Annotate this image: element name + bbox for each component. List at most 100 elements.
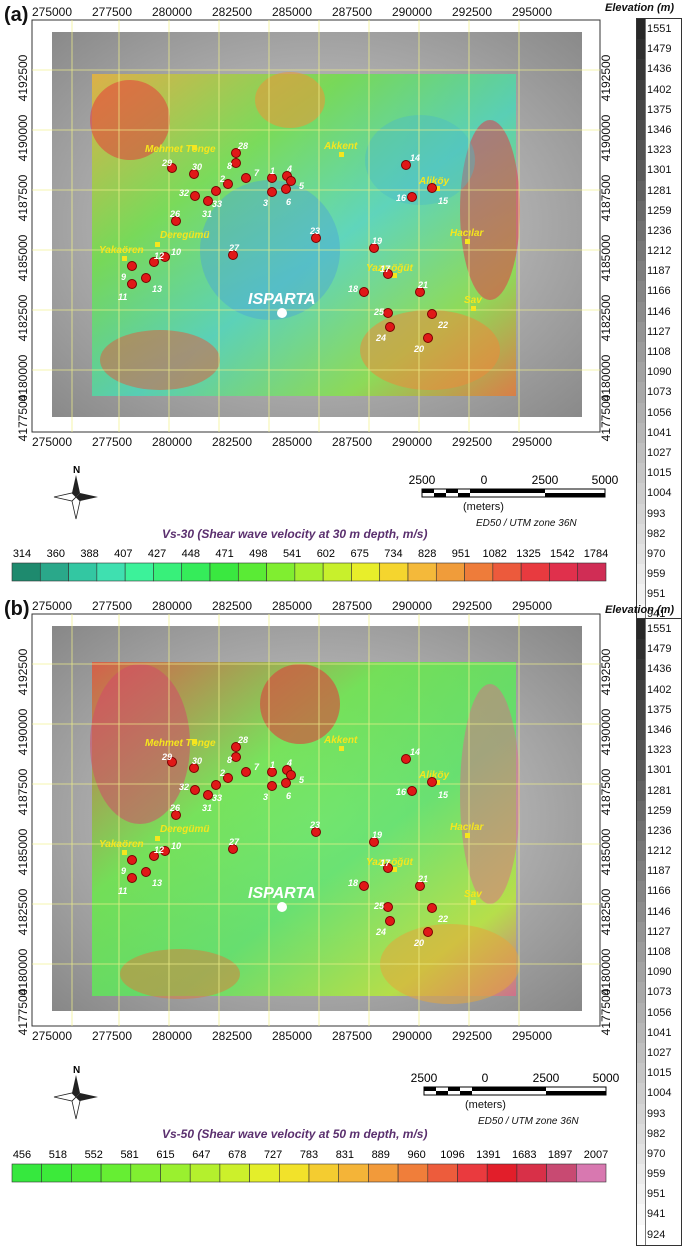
legend-swatch [516, 1163, 547, 1183]
elevation-row: 1090 [637, 362, 681, 383]
y-tick-label: 4192500 [599, 54, 613, 101]
y-tick-label: 4190000 [599, 114, 613, 161]
elevation-label: 1041 [647, 1026, 672, 1039]
legend-swatch [189, 1163, 221, 1183]
elevation-label: 1090 [647, 366, 672, 379]
x-tick-label: 290000 [392, 599, 432, 613]
y-tick-label: 4177500 [16, 988, 30, 1035]
x-tick-label: 275000 [32, 435, 72, 449]
x-tick-label: 282500 [212, 435, 252, 449]
elevation-row: 941 [637, 1204, 681, 1225]
legend-label: 960 [407, 1149, 425, 1161]
y-tick-label: 4180000 [599, 948, 613, 995]
elevation-swatch [637, 59, 646, 80]
site-number: 17 [380, 264, 391, 274]
elevation-label: 1301 [647, 764, 672, 777]
site-number: 16 [396, 787, 407, 797]
high-velocity-zone [260, 664, 340, 744]
legend-swatch [209, 562, 239, 582]
y-tick-label: 4192500 [16, 648, 30, 695]
site-marker [223, 179, 233, 189]
legend-swatch [39, 562, 69, 582]
elevation-row: 1375 [637, 699, 681, 720]
site-marker [171, 216, 181, 226]
x-tick-label: 285000 [272, 435, 312, 449]
site-marker [127, 855, 137, 865]
site-number: 23 [309, 820, 320, 830]
panel-b-label: (b) [4, 598, 30, 620]
legend-label: 471 [215, 548, 233, 560]
elevation-swatch [637, 1022, 646, 1043]
velocity-legend: 314 360 388 407 427 448 471 498 541 602 675 734 828 9… [11, 548, 608, 582]
elevation-label: 1146 [647, 905, 671, 918]
site-number: 21 [417, 280, 428, 290]
y-tick-label: 4190000 [16, 708, 30, 755]
site-number: 26 [169, 803, 181, 813]
elevation-swatch [637, 1224, 646, 1245]
site-marker [189, 763, 199, 773]
site-number: 9 [121, 272, 126, 282]
north-arrow: N [53, 1065, 98, 1120]
elevation-label: 1056 [647, 406, 672, 419]
elevation-label: 1015 [647, 1067, 672, 1080]
legend-swatch [237, 562, 267, 582]
site-number: 29 [161, 752, 172, 762]
elevation-row: 1281 [637, 780, 681, 801]
site-number: 3 [263, 198, 268, 208]
site-marker [267, 781, 277, 791]
site-marker [211, 780, 221, 790]
site-marker [369, 837, 379, 847]
elevation-label: 1551 [647, 623, 672, 635]
town-label: Mehmet Tönge [145, 144, 216, 155]
site-number: 19 [372, 830, 382, 840]
y-tick-label: 4182500 [16, 888, 30, 935]
elevation-swatch [637, 1184, 646, 1205]
elevation-row: 1015 [637, 1063, 681, 1084]
site-marker [286, 176, 296, 186]
site-number: 14 [410, 153, 420, 163]
site-marker [241, 767, 251, 777]
elevation-label: 1027 [647, 1046, 672, 1059]
legend-swatch [464, 562, 494, 582]
elevation-label: 970 [647, 547, 666, 560]
scale-tick: 0 [482, 1071, 489, 1085]
north-label: N [73, 1065, 80, 1076]
site-marker [286, 770, 296, 780]
y-tick-label: 4185000 [16, 828, 30, 875]
x-tick-label: 282500 [212, 599, 252, 613]
elevation-label: 993 [647, 1107, 666, 1120]
elevation-swatch [637, 719, 646, 741]
elevation-swatch [637, 523, 646, 544]
town-marker [471, 306, 476, 311]
elevation-swatch [637, 220, 646, 242]
x-tick-label: 275000 [32, 5, 72, 19]
elevation-swatch [637, 503, 646, 524]
y-tick-label: 4180000 [16, 948, 30, 995]
site-number: 12 [154, 845, 164, 855]
site-number: 5 [299, 181, 305, 191]
elevation-label: 982 [647, 527, 666, 540]
legend-swatch [11, 1163, 43, 1183]
legend-label: 828 [418, 548, 436, 560]
panel-a-label: (a) [4, 4, 29, 26]
high-velocity-zone [360, 310, 500, 390]
site-number: 14 [410, 747, 420, 757]
site-number: 32 [179, 782, 189, 792]
site-marker [427, 903, 437, 913]
elevation-label: 1323 [647, 144, 672, 157]
elevation-row: 1187 [637, 861, 681, 882]
elevation-row: 1346 [637, 119, 681, 141]
map-panel-b: 275000 277500 280000 282500 285000 28750… [16, 599, 620, 1120]
site-number: 31 [202, 209, 212, 219]
site-marker [141, 867, 151, 877]
elevation-row: 1073 [637, 982, 681, 1003]
site-marker [267, 173, 277, 183]
legend-label: 541 [283, 548, 301, 560]
elevation-label: 1402 [647, 83, 672, 96]
elevation-label: 1212 [647, 845, 672, 858]
legend-swatch [486, 1163, 518, 1183]
site-number: 20 [413, 344, 424, 354]
elevation-label: 1375 [647, 103, 672, 116]
elevation-label: 1212 [647, 245, 672, 258]
elevation-row: 1436 [637, 59, 681, 80]
